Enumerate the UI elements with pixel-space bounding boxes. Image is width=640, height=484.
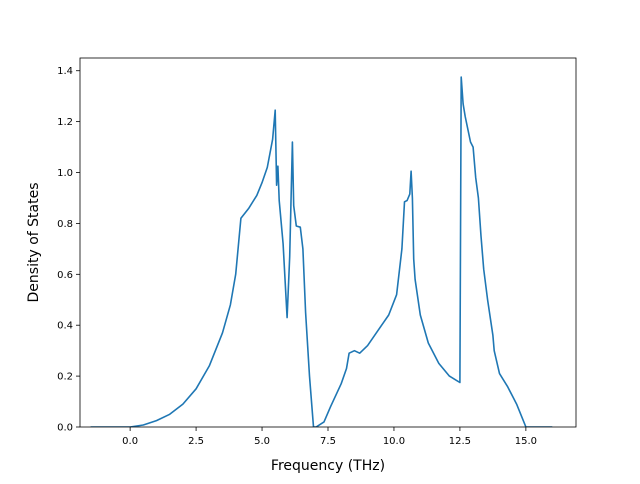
y-tick-label: 1.2 [57,117,73,128]
y-tick-label: 0.6 [57,270,73,281]
dos-series-line [90,76,553,427]
x-axis-ticks: 0.0 2.5 5.0 7.5 10.0 12.5 15.0 [122,427,537,447]
y-axis-ticks: 0.0 0.2 0.4 0.6 0.8 1.0 1.2 1.4 [57,66,80,434]
y-tick-label: 0.0 [57,423,73,434]
x-tick-label: 15.0 [515,436,537,447]
x-tick-label: 10.0 [383,436,405,447]
y-tick-label: 0.4 [57,321,73,332]
y-tick-label: 0.8 [57,219,73,230]
y-tick-label: 1.4 [57,66,73,77]
y-tick-label: 0.2 [57,372,73,383]
x-tick-label: 0.0 [122,436,138,447]
x-tick-label: 2.5 [188,436,204,447]
x-tick-label: 7.5 [320,436,336,447]
axes-frame [79,57,577,428]
y-tick-label: 1.0 [57,168,73,179]
y-axis-label: Density of States [26,183,42,303]
x-tick-label: 5.0 [254,436,270,447]
x-tick-label: 12.5 [449,436,471,447]
plot-area [90,76,553,427]
x-axis-label: Frequency (THz) [271,458,385,474]
